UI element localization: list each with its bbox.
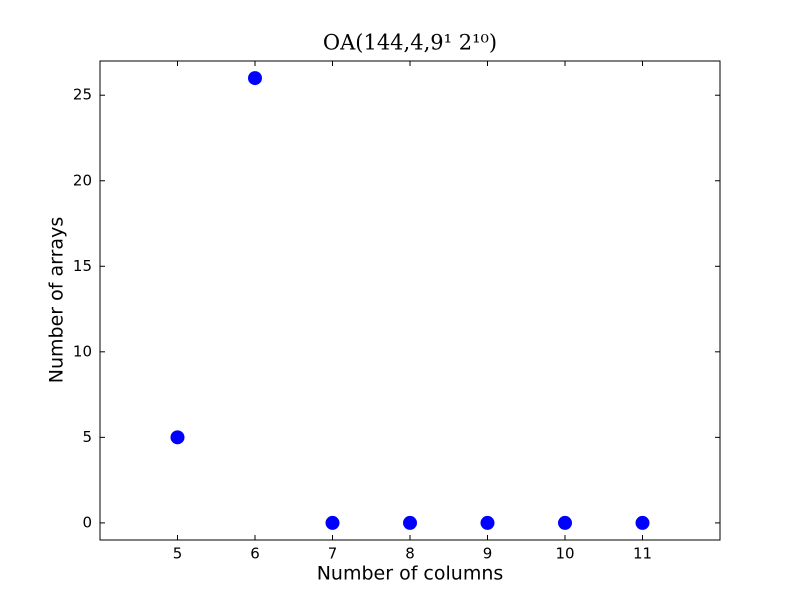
point [635,515,650,530]
x-tick-label: 6 [250,545,260,563]
point [325,515,340,530]
y-tick-label: 0 [82,513,92,531]
x-tick-label: 8 [405,545,415,563]
chart-title: OA(144,4,9¹ 2¹⁰) [323,31,497,55]
x-tick-label: 5 [173,545,183,563]
x-tick-label: 10 [555,545,574,563]
x-axis-label: Number of columns [317,563,504,585]
point [248,71,262,86]
y-tick-label: 10 [73,342,92,360]
point [170,430,185,445]
x-tick-label: 7 [328,545,338,563]
point [558,515,572,530]
point [403,515,417,530]
point [480,515,495,530]
x-tick-label: 11 [633,545,652,563]
y-tick-label: 15 [73,257,92,275]
y-axis-label: Number of arrays [46,217,68,383]
y-tick-label: 20 [73,171,92,189]
y-tick-label: 25 [73,86,92,104]
y-tick-label: 5 [82,428,92,446]
x-tick-label: 9 [483,545,493,563]
